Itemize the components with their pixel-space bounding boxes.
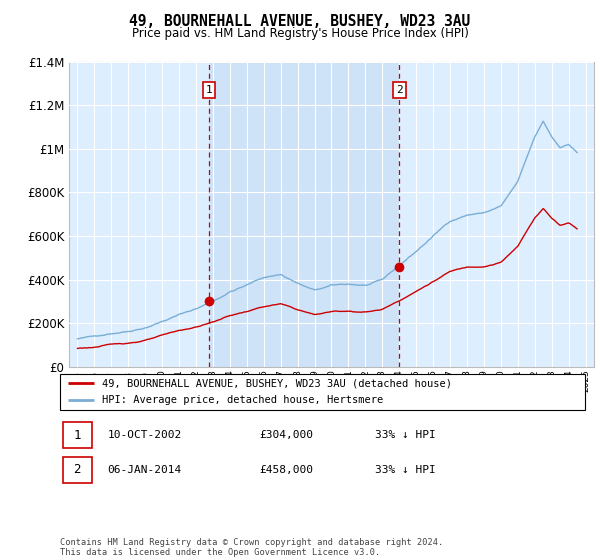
Text: 2: 2	[396, 85, 403, 95]
FancyBboxPatch shape	[60, 374, 585, 410]
Text: 1: 1	[206, 85, 212, 95]
Text: 1: 1	[73, 428, 81, 442]
Text: 10-OCT-2002: 10-OCT-2002	[107, 430, 182, 440]
Text: 2: 2	[73, 464, 81, 477]
Bar	[209, 62, 400, 367]
FancyBboxPatch shape	[62, 457, 91, 483]
Text: Price paid vs. HM Land Registry's House Price Index (HPI): Price paid vs. HM Land Registry's House …	[131, 27, 469, 40]
Text: £458,000: £458,000	[260, 465, 314, 475]
Text: 49, BOURNEHALL AVENUE, BUSHEY, WD23 3AU: 49, BOURNEHALL AVENUE, BUSHEY, WD23 3AU	[130, 14, 470, 29]
Text: 06-JAN-2014: 06-JAN-2014	[107, 465, 182, 475]
Text: 49, BOURNEHALL AVENUE, BUSHEY, WD23 3AU (detached house): 49, BOURNEHALL AVENUE, BUSHEY, WD23 3AU …	[102, 379, 452, 388]
Text: 33% ↓ HPI: 33% ↓ HPI	[375, 465, 436, 475]
Text: HPI: Average price, detached house, Hertsmere: HPI: Average price, detached house, Hert…	[102, 395, 383, 405]
Text: Contains HM Land Registry data © Crown copyright and database right 2024.
This d: Contains HM Land Registry data © Crown c…	[60, 538, 443, 557]
FancyBboxPatch shape	[62, 422, 91, 448]
Text: 33% ↓ HPI: 33% ↓ HPI	[375, 430, 436, 440]
Text: £304,000: £304,000	[260, 430, 314, 440]
